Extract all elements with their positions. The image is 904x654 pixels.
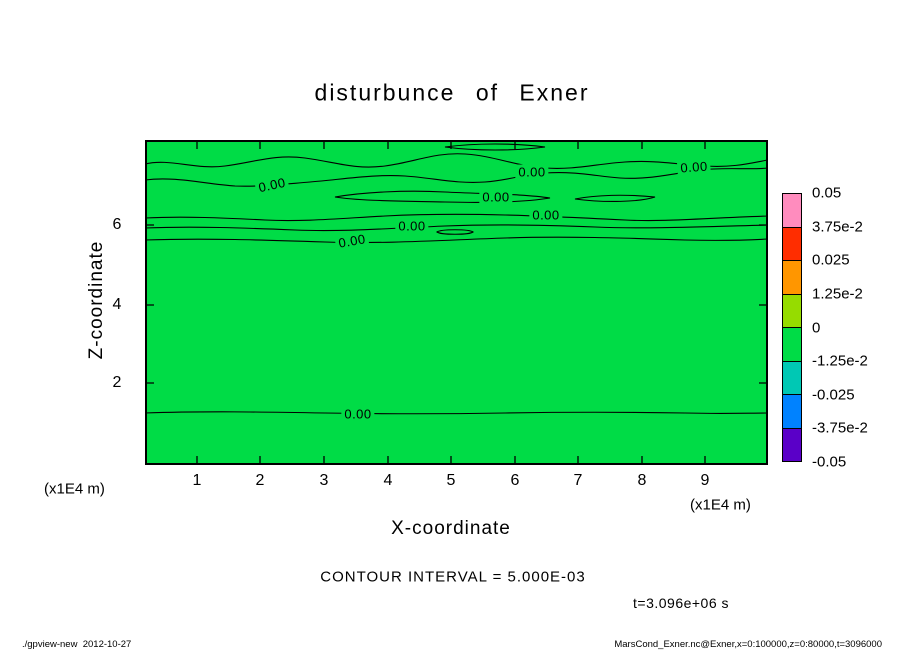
y-tick-label: 2 [112, 374, 122, 391]
contour-line [145, 213, 768, 222]
contour-line [436, 229, 474, 235]
contour-label: 0.00 [395, 218, 429, 234]
footer-file-text: MarsCond_Exner.nc@Exner,x=0:100000,z=0:8… [614, 639, 882, 650]
colorbar-segment [783, 194, 801, 228]
contour-line [145, 411, 768, 415]
contour-label: 0.00 [479, 189, 513, 205]
x-tick-label: 2 [255, 472, 265, 489]
contour-lines-svg [145, 140, 768, 465]
x-tick-label: 9 [700, 472, 710, 489]
colorbar-tick-label: -3.75e-2 [812, 419, 868, 437]
colorbar-tick-label: 1.25e-2 [812, 285, 863, 303]
contour-interval-note: CONTOUR INTERVAL = 5.000E-03 [320, 568, 586, 586]
contour-line [334, 190, 551, 203]
plot-frame [145, 140, 768, 465]
colorbar-tick-label: -1.25e-2 [812, 352, 868, 370]
colorbar [782, 193, 802, 462]
colorbar-segment [783, 395, 801, 429]
x-tick-label: 1 [192, 472, 202, 489]
colorbar-segment [783, 227, 801, 261]
y-axis-unit: (x1E4 m) [44, 480, 105, 498]
contour-label: 0.00 [515, 164, 549, 180]
colorbar-tick-label: 0.05 [812, 184, 842, 202]
colorbar-tick-label: 0.025 [812, 251, 850, 269]
x-tick-label: 6 [510, 472, 520, 489]
colorbar-tick-label: -0.05 [812, 453, 847, 471]
y-axis-label: Z-coordinate [86, 240, 107, 360]
contour-line [145, 224, 768, 232]
colorbar-segment [783, 294, 801, 328]
contour-line [574, 194, 656, 203]
x-tick-label: 3 [319, 472, 329, 489]
colorbar-segment [783, 261, 801, 295]
y-tick-label: 4 [112, 296, 122, 313]
x-axis-unit: (x1E4 m) [690, 496, 751, 514]
x-tick-label: 7 [573, 472, 583, 489]
colorbar-segment [783, 328, 801, 362]
x-tick-label: 5 [446, 472, 456, 489]
colorbar-tick-label: 3.75e-2 [812, 218, 863, 236]
contour-label: 0.00 [676, 158, 712, 176]
x-tick-label: 4 [383, 472, 393, 489]
contour-plot-area: 0.00 0.00 0.00 0.00 0.00 0.00 0.00 0.00 [145, 140, 768, 465]
colorbar-tick-label: -0.025 [812, 386, 855, 404]
contour-label: 0.00 [341, 406, 375, 422]
axis-tick-marks [146, 141, 767, 464]
colorbar-segment [783, 361, 801, 395]
time-annotation: t=3.096e+06 s [633, 595, 730, 611]
y-tick-label: 6 [112, 216, 122, 233]
contour-line [145, 236, 768, 244]
contour-line [145, 167, 768, 187]
contour-label: 0.00 [529, 207, 563, 223]
footer-command-text: ./gpview-new 2012-10-27 [22, 639, 132, 650]
x-axis-label: X-coordinate [391, 518, 511, 539]
x-tick-label: 8 [637, 472, 647, 489]
contour-line [145, 153, 768, 169]
contour-line [444, 143, 546, 151]
plot-title: disturbunce of Exner [314, 79, 590, 106]
colorbar-tick-label: 0 [812, 319, 821, 337]
colorbar-segment [783, 428, 801, 461]
